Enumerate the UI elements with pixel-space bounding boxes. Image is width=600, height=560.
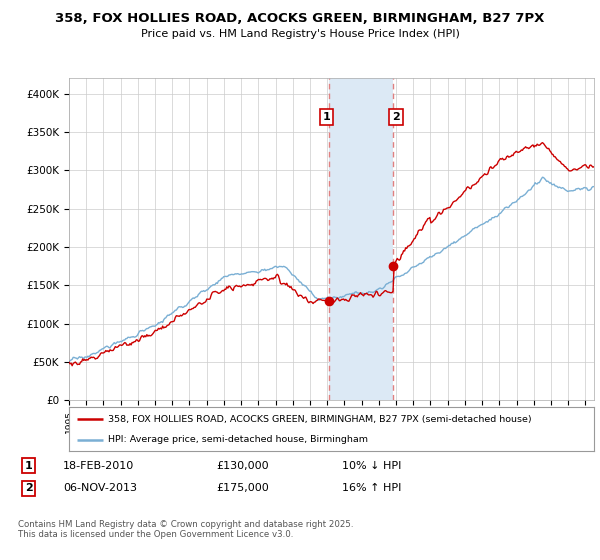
Text: 1: 1 [323,112,331,122]
Text: HPI: Average price, semi-detached house, Birmingham: HPI: Average price, semi-detached house,… [109,435,368,445]
Text: Price paid vs. HM Land Registry's House Price Index (HPI): Price paid vs. HM Land Registry's House … [140,29,460,39]
Text: Contains HM Land Registry data © Crown copyright and database right 2025.
This d: Contains HM Land Registry data © Crown c… [18,520,353,539]
Text: 358, FOX HOLLIES ROAD, ACOCKS GREEN, BIRMINGHAM, B27 7PX: 358, FOX HOLLIES ROAD, ACOCKS GREEN, BIR… [55,12,545,25]
Bar [329,78,394,400]
Text: 358, FOX HOLLIES ROAD, ACOCKS GREEN, BIRMINGHAM, B27 7PX (semi-detached house): 358, FOX HOLLIES ROAD, ACOCKS GREEN, BIR… [109,415,532,424]
Text: 2: 2 [25,483,32,493]
Text: £130,000: £130,000 [216,461,269,471]
Text: 18-FEB-2010: 18-FEB-2010 [63,461,134,471]
Text: 2: 2 [392,112,400,122]
Text: 1: 1 [25,461,32,471]
Text: £175,000: £175,000 [216,483,269,493]
Text: 06-NOV-2013: 06-NOV-2013 [63,483,137,493]
Text: 16% ↑ HPI: 16% ↑ HPI [342,483,401,493]
Text: 10% ↓ HPI: 10% ↓ HPI [342,461,401,471]
